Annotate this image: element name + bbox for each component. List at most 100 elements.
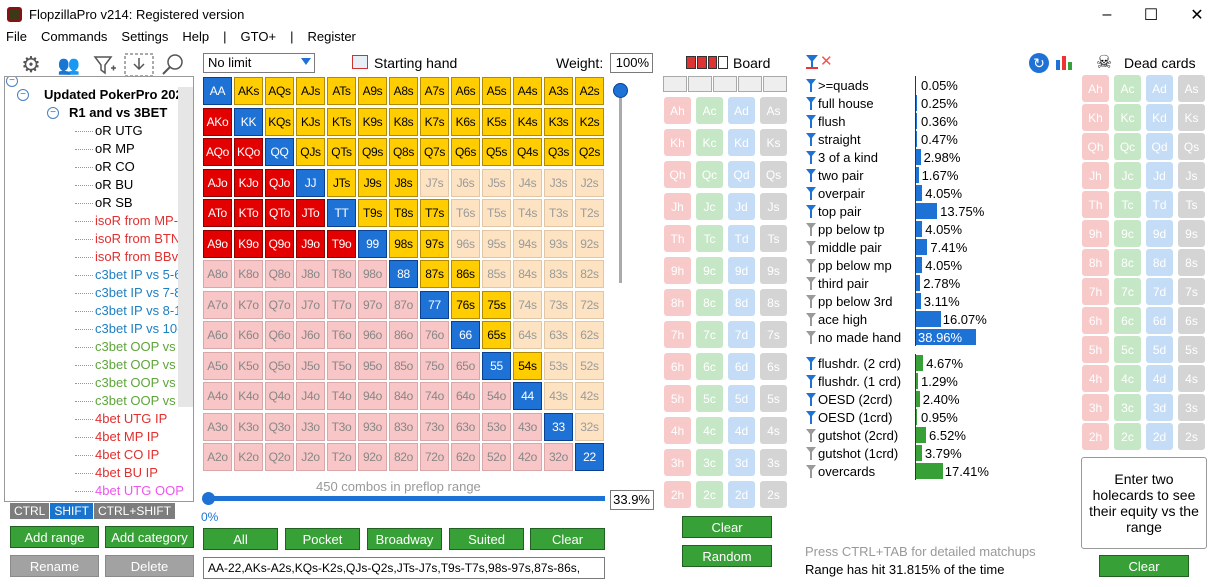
hand-cell[interactable]: T9o	[327, 229, 356, 258]
stat-label[interactable]: flushdr. (1 crd)	[818, 373, 902, 389]
hand-cell[interactable]: J3o	[296, 412, 325, 441]
tree-item[interactable]: 4bet BU IP	[95, 465, 158, 480]
hand-cell[interactable]: A4s	[513, 77, 542, 105]
hand-cell[interactable]: JJ	[296, 168, 325, 197]
dead-card[interactable]: 6h	[1082, 307, 1109, 334]
hand-cell[interactable]: KTs	[327, 107, 356, 136]
hand-cell[interactable]: 83s	[544, 260, 573, 288]
hand-cell[interactable]: K6o	[234, 321, 263, 349]
board-card[interactable]: Ah	[664, 97, 691, 124]
hand-cell[interactable]: K9s	[358, 107, 387, 136]
hand-cell[interactable]: 82s	[575, 260, 604, 288]
stat-label[interactable]: flushdr. (2 crd)	[818, 355, 902, 371]
hand-cell[interactable]: 76s	[451, 290, 480, 319]
delete-button[interactable]: Delete	[105, 555, 194, 577]
board-card[interactable]: 5s	[760, 385, 787, 412]
rename-button[interactable]: Rename	[10, 555, 99, 577]
hand-cell[interactable]: T9s	[358, 199, 387, 227]
hand-cell[interactable]: T8o	[327, 260, 356, 288]
dead-card[interactable]: 2d	[1146, 423, 1173, 450]
hand-cell[interactable]: K2o	[234, 443, 263, 471]
dead-card[interactable]: 7d	[1146, 278, 1173, 305]
hand-cell[interactable]: 94s	[513, 229, 542, 258]
hand-cell[interactable]: 82o	[389, 443, 418, 471]
filter-toggle-icon[interactable]	[806, 205, 816, 221]
filter-toggle-icon[interactable]	[806, 241, 816, 257]
hand-cell[interactable]: 53o	[482, 412, 511, 441]
board-card[interactable]: 7h	[664, 321, 691, 348]
dead-card[interactable]: 9h	[1082, 220, 1109, 247]
hand-cell[interactable]: AQo	[203, 138, 232, 166]
hand-cell[interactable]: T7s	[420, 199, 449, 227]
hand-cell[interactable]: 93o	[358, 412, 387, 441]
hand-cell[interactable]: T2s	[575, 199, 604, 227]
hand-cell[interactable]: 94o	[358, 382, 387, 410]
hand-cell[interactable]: 96o	[358, 321, 387, 349]
board-card[interactable]: Ad	[728, 97, 755, 124]
dead-card[interactable]: 8d	[1146, 249, 1173, 276]
dead-card[interactable]: 7c	[1114, 278, 1141, 305]
hand-cell[interactable]: Q8s	[389, 138, 418, 166]
hand-cell[interactable]: 22	[575, 443, 604, 471]
filter-toggle-icon[interactable]	[806, 133, 816, 149]
board-card[interactable]: Th	[664, 225, 691, 252]
dead-card[interactable]: Ah	[1082, 75, 1109, 102]
hand-cell[interactable]: 75o	[420, 351, 449, 380]
tab-shift[interactable]: SHIFT	[50, 503, 94, 519]
hand-cell[interactable]: QJo	[265, 168, 294, 197]
board-card[interactable]: 7s	[760, 321, 787, 348]
hand-cell[interactable]: 63o	[451, 412, 480, 441]
dead-card[interactable]: 9c	[1114, 220, 1141, 247]
tree-item[interactable]: 4bet MP IP	[95, 429, 160, 444]
dead-card[interactable]: 5h	[1082, 336, 1109, 363]
tree-item[interactable]: c3bet IP vs 5-6	[95, 267, 182, 282]
dead-card[interactable]: 5s	[1178, 336, 1205, 363]
hand-cell[interactable]: ATs	[327, 77, 356, 105]
hand-cell[interactable]: K2s	[575, 107, 604, 136]
refresh-icon[interactable]: ↻	[1029, 53, 1049, 73]
hand-cell[interactable]: 74s	[513, 290, 542, 319]
range-text-input[interactable]: AA-22,AKs-A2s,KQs-K2s,QJs-Q2s,JTs-J7s,T9…	[203, 557, 605, 579]
weight-input[interactable]: 100%	[610, 53, 653, 73]
hand-cell[interactable]: A8s	[389, 77, 418, 105]
tree-item[interactable]: 4bet UTG OOP	[95, 483, 184, 498]
board-card[interactable]: 9c	[696, 257, 723, 284]
tree-collapse-icon[interactable]: −	[6, 77, 18, 87]
hand-cell[interactable]: 65s	[482, 321, 511, 349]
stat-label[interactable]: middle pair	[818, 239, 882, 255]
hand-cell[interactable]: Q6o	[265, 321, 294, 349]
board-card[interactable]: Qh	[664, 161, 691, 188]
dead-cards-clear-button[interactable]: Clear	[1099, 555, 1189, 577]
hand-cell[interactable]: A9o	[203, 229, 232, 258]
board-card[interactable]: Td	[728, 225, 755, 252]
board-clear-button[interactable]: Clear	[682, 516, 772, 538]
hand-cell[interactable]: KJo	[234, 168, 263, 197]
hand-cell[interactable]: Q3s	[544, 138, 573, 166]
stat-label[interactable]: straight	[818, 131, 861, 147]
tab-ctrl[interactable]: CTRL	[10, 503, 50, 519]
dead-card[interactable]: 9d	[1146, 220, 1173, 247]
hand-cell[interactable]: QTs	[327, 138, 356, 166]
board-card[interactable]: 6h	[664, 353, 691, 380]
board-card[interactable]: Kc	[696, 129, 723, 156]
board-card[interactable]: Kh	[664, 129, 691, 156]
menu-commands[interactable]: Commands	[40, 29, 108, 44]
hand-cell[interactable]: J2o	[296, 443, 325, 471]
hand-cell[interactable]: A6s	[451, 77, 480, 105]
hand-cell[interactable]: 66	[451, 321, 480, 349]
hand-cell[interactable]: 52s	[575, 351, 604, 380]
dead-card[interactable]: 3h	[1082, 394, 1109, 421]
hand-cell[interactable]: K5s	[482, 107, 511, 136]
hand-cell[interactable]: Q8o	[265, 260, 294, 288]
stat-label[interactable]: pp below 3rd	[818, 293, 893, 309]
dead-card[interactable]: 9s	[1178, 220, 1205, 247]
filter-toggle-icon[interactable]	[806, 393, 816, 409]
hand-cell[interactable]: 98o	[358, 260, 387, 288]
hand-cell[interactable]: JTo	[296, 199, 325, 227]
hand-cell[interactable]: 65o	[451, 351, 480, 380]
hand-cell[interactable]: 54o	[482, 382, 511, 410]
hand-cell[interactable]: 72o	[420, 443, 449, 471]
hand-cell[interactable]: K7s	[420, 107, 449, 136]
tree-collapse-icon[interactable]: −	[17, 89, 29, 101]
menu-help[interactable]: Help	[182, 29, 210, 44]
